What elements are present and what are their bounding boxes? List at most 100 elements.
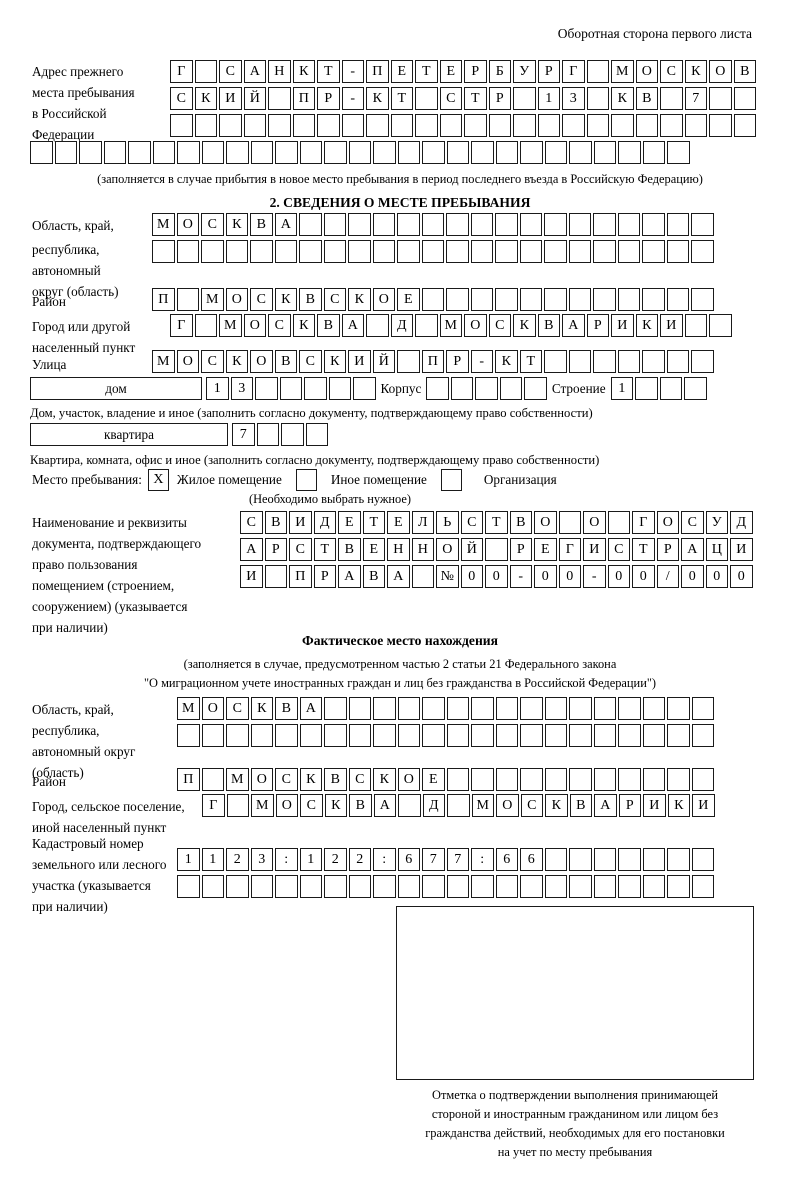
s2-city-row-cell-3[interactable]: М: [219, 314, 242, 337]
s2-region-row-2[interactable]: [152, 240, 714, 263]
s2-city-row-cell-7[interactable]: В: [317, 314, 340, 337]
prev-address-row-4-wide-cell-23[interactable]: [569, 141, 592, 164]
s2-doc-row-1-cell-1[interactable]: С: [240, 511, 263, 534]
s3-cadastral-row-1-cell-10[interactable]: 6: [397, 848, 420, 871]
s3-city-row-cell-7[interactable]: В: [349, 794, 372, 817]
s3-cadastral-row-2-cell-1[interactable]: [177, 875, 200, 898]
s3-cadastral-row-1-cell-2[interactable]: 1: [201, 848, 224, 871]
s2-city-row-cell-1[interactable]: Г: [170, 314, 193, 337]
s3-cadastral-row-2-cell-17[interactable]: [569, 875, 592, 898]
s3-region-row-1-cell-7[interactable]: [324, 697, 347, 720]
s2-city-row-cell-10[interactable]: Д: [390, 314, 413, 337]
s2-street-row-cell-1[interactable]: М: [152, 350, 175, 373]
s3-district-row-cell-9[interactable]: К: [373, 768, 396, 791]
prev-address-row-3-cell-11[interactable]: [415, 114, 438, 137]
s3-region-row-2[interactable]: [177, 724, 714, 747]
s2-region-row-1-cell-15[interactable]: [495, 213, 518, 236]
s2-doc-row-1-cell-21[interactable]: Д: [730, 511, 753, 534]
prev-address-row-2-cell-23[interactable]: [709, 87, 732, 110]
s2-street-row-cell-3[interactable]: С: [201, 350, 224, 373]
s2-region-row-1-cell-19[interactable]: [593, 213, 616, 236]
s3-city-row-cell-13[interactable]: О: [496, 794, 519, 817]
s3-district-row-cell-11[interactable]: Е: [422, 768, 445, 791]
s2-district-row-cell-1[interactable]: П: [152, 288, 175, 311]
s2-street-row-cell-11[interactable]: [397, 350, 420, 373]
s3-region-row-2-cell-17[interactable]: [569, 724, 592, 747]
s2-doc-row-3-cell-6[interactable]: В: [362, 565, 385, 588]
prev-address-row-1-cell-3[interactable]: С: [219, 60, 242, 83]
s3-district-row-cell-20[interactable]: [642, 768, 665, 791]
s3-region-row-1-cell-18[interactable]: [593, 697, 616, 720]
s2-doc-row-2-cell-7[interactable]: Н: [387, 538, 410, 561]
s3-region-row-1-cell-15[interactable]: [520, 697, 543, 720]
s2-doc-row-2-cell-11[interactable]: [485, 538, 508, 561]
house-cells-cell-2[interactable]: 3: [230, 377, 253, 400]
s3-region-row-1-cell-1[interactable]: М: [177, 697, 200, 720]
s3-cadastral-row-1-cell-5[interactable]: :: [275, 848, 298, 871]
prev-address-row-4-wide-cell-22[interactable]: [544, 141, 567, 164]
prev-address-row-1-cell-23[interactable]: О: [709, 60, 732, 83]
prev-address-row-3-cell-15[interactable]: [513, 114, 536, 137]
s2-district-row-cell-23[interactable]: [691, 288, 714, 311]
checkbox-organizatsiya[interactable]: [440, 469, 462, 491]
s2-district-row-cell-17[interactable]: [544, 288, 567, 311]
s2-region-row-2-cell-16[interactable]: [519, 240, 542, 263]
prev-address-row-2-cell-17[interactable]: 3: [562, 87, 585, 110]
house-cells-cell-6[interactable]: [328, 377, 351, 400]
house-cells-cell-3[interactable]: [255, 377, 278, 400]
s2-doc-row-2-cell-12[interactable]: Р: [509, 538, 532, 561]
s3-region-row-1-cell-5[interactable]: В: [275, 697, 298, 720]
s3-region-row-1-cell-17[interactable]: [569, 697, 592, 720]
s2-region-row-1-cell-7[interactable]: [299, 213, 322, 236]
s3-cadastral-row-1-cell-6[interactable]: 1: [299, 848, 322, 871]
s3-region-row-1-cell-14[interactable]: [495, 697, 518, 720]
s2-district-row-cell-10[interactable]: О: [372, 288, 395, 311]
s3-city-row-cell-15[interactable]: К: [545, 794, 568, 817]
stroenie-cells-cell-2[interactable]: [635, 377, 658, 400]
prev-address-row-4-wide-cell-10[interactable]: [250, 141, 273, 164]
prev-address-row-1-cell-8[interactable]: -: [341, 60, 364, 83]
confirmation-stamp-box[interactable]: [396, 906, 754, 1080]
s3-district-row-cell-4[interactable]: О: [250, 768, 273, 791]
s2-street-row-cell-16[interactable]: Т: [519, 350, 542, 373]
s2-region-row-2-cell-2[interactable]: [176, 240, 199, 263]
s2-district-row-cell-4[interactable]: О: [225, 288, 248, 311]
s2-city-row-cell-21[interactable]: И: [660, 314, 683, 337]
s3-district-row-cell-5[interactable]: С: [275, 768, 298, 791]
s2-region-row-1-cell-9[interactable]: [348, 213, 371, 236]
s2-district-row-cell-18[interactable]: [568, 288, 591, 311]
s3-region-row-2-cell-12[interactable]: [446, 724, 469, 747]
prev-address-row-1-cell-13[interactable]: Р: [464, 60, 487, 83]
s2-region-row-2-cell-1[interactable]: [152, 240, 175, 263]
prev-address-row-4-wide-cell-27[interactable]: [667, 141, 690, 164]
s2-district-row-cell-3[interactable]: М: [201, 288, 224, 311]
s2-doc-row-3-cell-13[interactable]: 0: [534, 565, 557, 588]
s2-doc-row-2-cell-17[interactable]: Т: [632, 538, 655, 561]
s3-cadastral-row-1-cell-14[interactable]: 6: [495, 848, 518, 871]
prev-address-row-2-cell-7[interactable]: Р: [317, 87, 340, 110]
s2-region-row-2-cell-18[interactable]: [568, 240, 591, 263]
s3-cadastral-row-2-cell-22[interactable]: [691, 875, 714, 898]
s3-region-row-1-cell-16[interactable]: [544, 697, 567, 720]
s2-district-row-cell-6[interactable]: К: [274, 288, 297, 311]
s3-region-row-2-cell-9[interactable]: [373, 724, 396, 747]
prev-address-row-1-cell-12[interactable]: Е: [439, 60, 462, 83]
s2-district-row-cell-16[interactable]: [519, 288, 542, 311]
prev-address-row-4-wide-cell-21[interactable]: [520, 141, 543, 164]
s2-region-row-2-cell-9[interactable]: [348, 240, 371, 263]
s2-city-row-cell-9[interactable]: [366, 314, 389, 337]
s2-district-row-cell-7[interactable]: В: [299, 288, 322, 311]
s3-district-row-cell-22[interactable]: [691, 768, 714, 791]
s3-region-row-2-cell-16[interactable]: [544, 724, 567, 747]
prev-address-row-4-wide-cell-24[interactable]: [593, 141, 616, 164]
flat-cells-cell-4[interactable]: [305, 423, 328, 446]
s2-doc-row-3-cell-10[interactable]: 0: [460, 565, 483, 588]
prev-address-row-3-cell-12[interactable]: [439, 114, 462, 137]
prev-address-row-3-cell-8[interactable]: [341, 114, 364, 137]
s3-cadastral-row-1-cell-22[interactable]: [691, 848, 714, 871]
house-cells-cell-5[interactable]: [304, 377, 327, 400]
prev-address-row-2-cell-16[interactable]: 1: [537, 87, 560, 110]
